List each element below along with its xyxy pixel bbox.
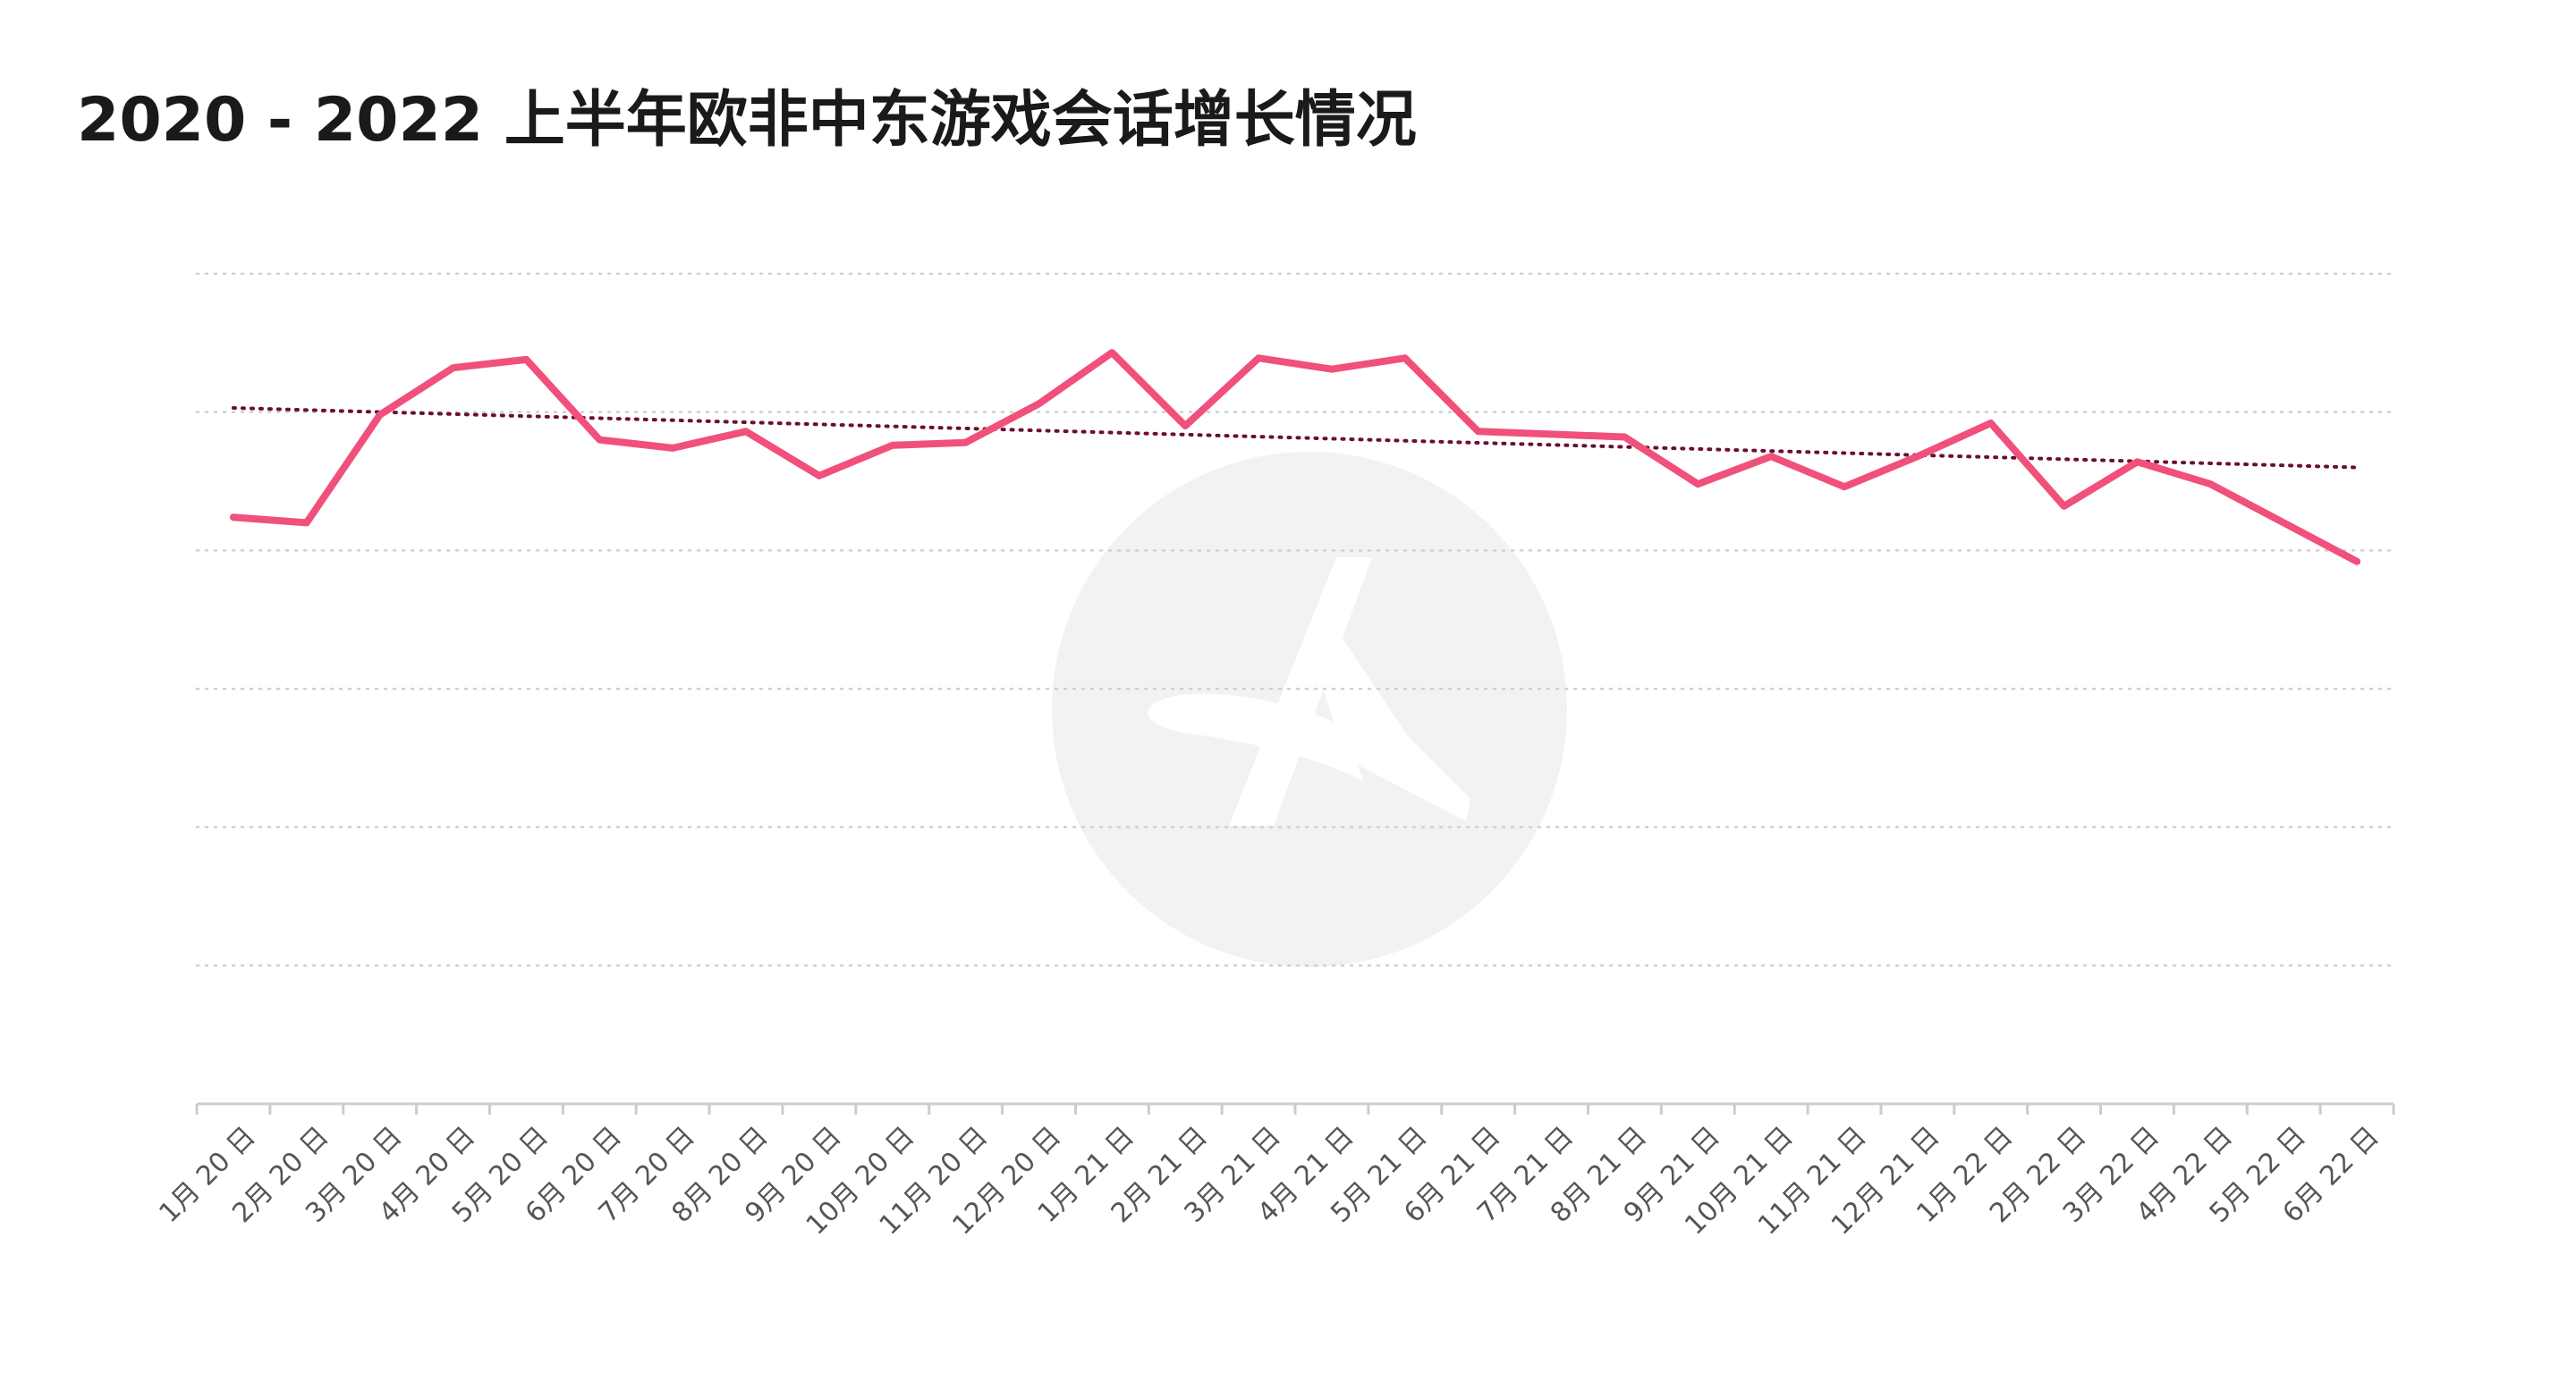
trendline: [231, 406, 2360, 470]
grid-lines: [195, 272, 2395, 967]
data-point: [965, 442, 967, 444]
chart-title: 2020 - 2022 上半年欧非中东游戏会话增长情况: [77, 85, 1417, 156]
data-point: [2209, 483, 2211, 485]
data-point: [1258, 357, 1259, 359]
data-point: [1478, 430, 1479, 432]
data-point: [1990, 422, 1992, 424]
data-point: [1184, 425, 1186, 427]
series-group: [229, 349, 2361, 565]
data-point: [525, 359, 527, 360]
series-line: [229, 349, 2361, 565]
data-point: [745, 430, 747, 432]
data-point: [2063, 505, 2065, 507]
data-point: [1843, 486, 1845, 488]
data-point: [1111, 352, 1113, 353]
data-point: [1697, 483, 1699, 485]
data-point: [306, 522, 308, 523]
data-point: [818, 475, 820, 477]
data-point: [1917, 455, 1919, 457]
x-tick-labels: 1月 20 日2月 20 日3月 20 日4月 20 日5月 20 日6月 20…: [153, 1121, 2385, 1242]
data-point: [598, 439, 600, 441]
data-point: [1551, 433, 1553, 435]
data-point: [1404, 357, 1406, 359]
x-axis: [195, 1102, 2395, 1115]
data-point: [672, 447, 674, 449]
trendline-group: [231, 406, 2360, 470]
data-point: [1770, 455, 1772, 457]
data-point: [2356, 561, 2358, 563]
logo-watermark-icon: [1052, 452, 1567, 967]
data-point: [379, 414, 381, 416]
data-point: [1038, 403, 1039, 404]
